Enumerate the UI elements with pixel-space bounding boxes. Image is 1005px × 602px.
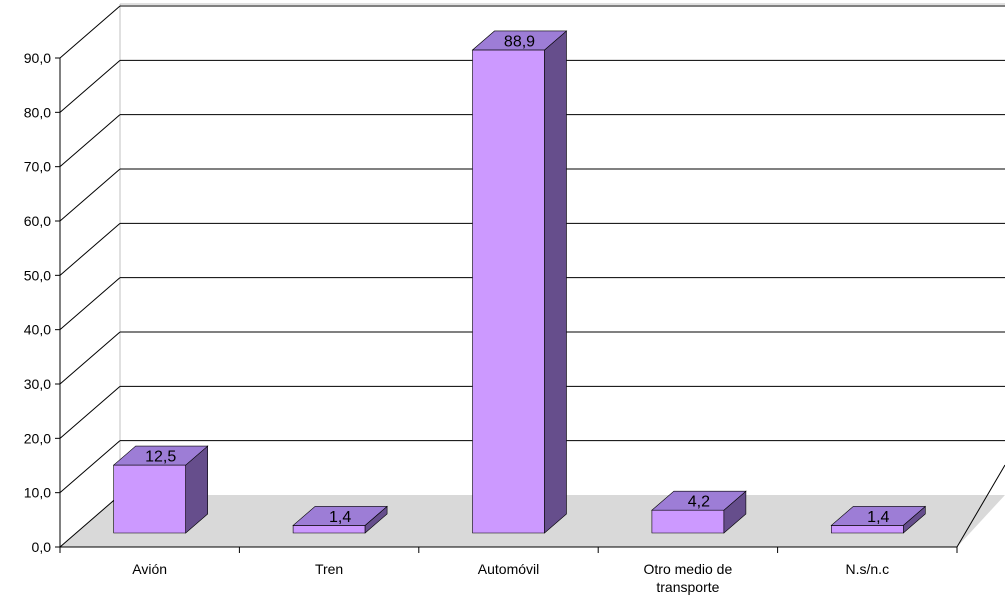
gridline-side-8 [59,59,121,113]
bar-top-3 [651,490,747,511]
y-tick-label-7: 70,0 [24,159,51,175]
x-tick-label-0: Avión [132,561,167,577]
gridline-side-2 [59,385,121,439]
y-tick-label-4: 40,0 [24,322,51,338]
x-tick-label-3: Otro medio de transporte [644,561,733,595]
gridline-side-3 [59,331,121,385]
y-tick-label-8: 80,0 [24,104,51,120]
bar-top-0 [112,445,209,466]
y-tick-label-0: 0,0 [32,539,52,555]
data-labels: 12,5 1,4 88,9 4,2 1,4 [145,33,889,525]
gridline-side-7 [59,114,121,168]
gridline-side-0 [59,494,121,548]
x-tick-label-1: Tren [315,561,343,577]
bar-side-2 [544,30,567,534]
bar-0 [112,445,209,534]
bar-front-1 [292,525,366,534]
data-label-1: 1,4 [329,509,351,526]
y-tick-label-1: 10,0 [24,485,51,501]
gridline-side-5 [59,222,121,276]
x-tick-label-4: N.s/n.c [846,561,890,577]
bar-4 [830,505,927,534]
x-axis-tick-labels: Avión Tren Automóvil Otro medio de transport… [132,561,889,595]
bar-3 [651,490,747,534]
bar-front-0 [113,464,186,534]
gridline-side-6 [59,168,121,222]
bar-front-3 [651,509,725,534]
y-tick-label-6: 60,0 [24,213,51,229]
floor-right-edge [956,464,1005,548]
bar-front-2 [472,49,545,534]
y-tick-label-2: 20,0 [24,430,51,446]
axes [55,57,1005,553]
y-axis-tick-labels: 0,0 10,0 20,0 30,0 40,0 50,0 60,0 70,0 80,0 90,0 [24,50,51,555]
bar-2 [471,30,568,534]
y-tick-label-3: 30,0 [24,376,51,392]
bar-top-4 [830,506,927,526]
bar-top-2 [471,30,568,51]
gridline-side-4 [59,277,121,331]
bar-top-1 [292,506,388,526]
y-tick-label-5: 50,0 [24,267,51,283]
gridline-side-9 [59,5,121,59]
y-tick-label-9: 90,0 [24,50,51,66]
bar-front-4 [830,525,904,534]
gridline-side-1 [59,440,121,494]
bar-1 [292,505,388,534]
data-label-3: 4,2 [688,494,710,511]
bars [112,30,927,534]
data-label-0: 12,5 [145,449,176,466]
data-label-4: 1,4 [867,509,889,526]
data-label-2: 88,9 [504,33,535,50]
x-tick-label-2: Automóvil [478,561,539,577]
